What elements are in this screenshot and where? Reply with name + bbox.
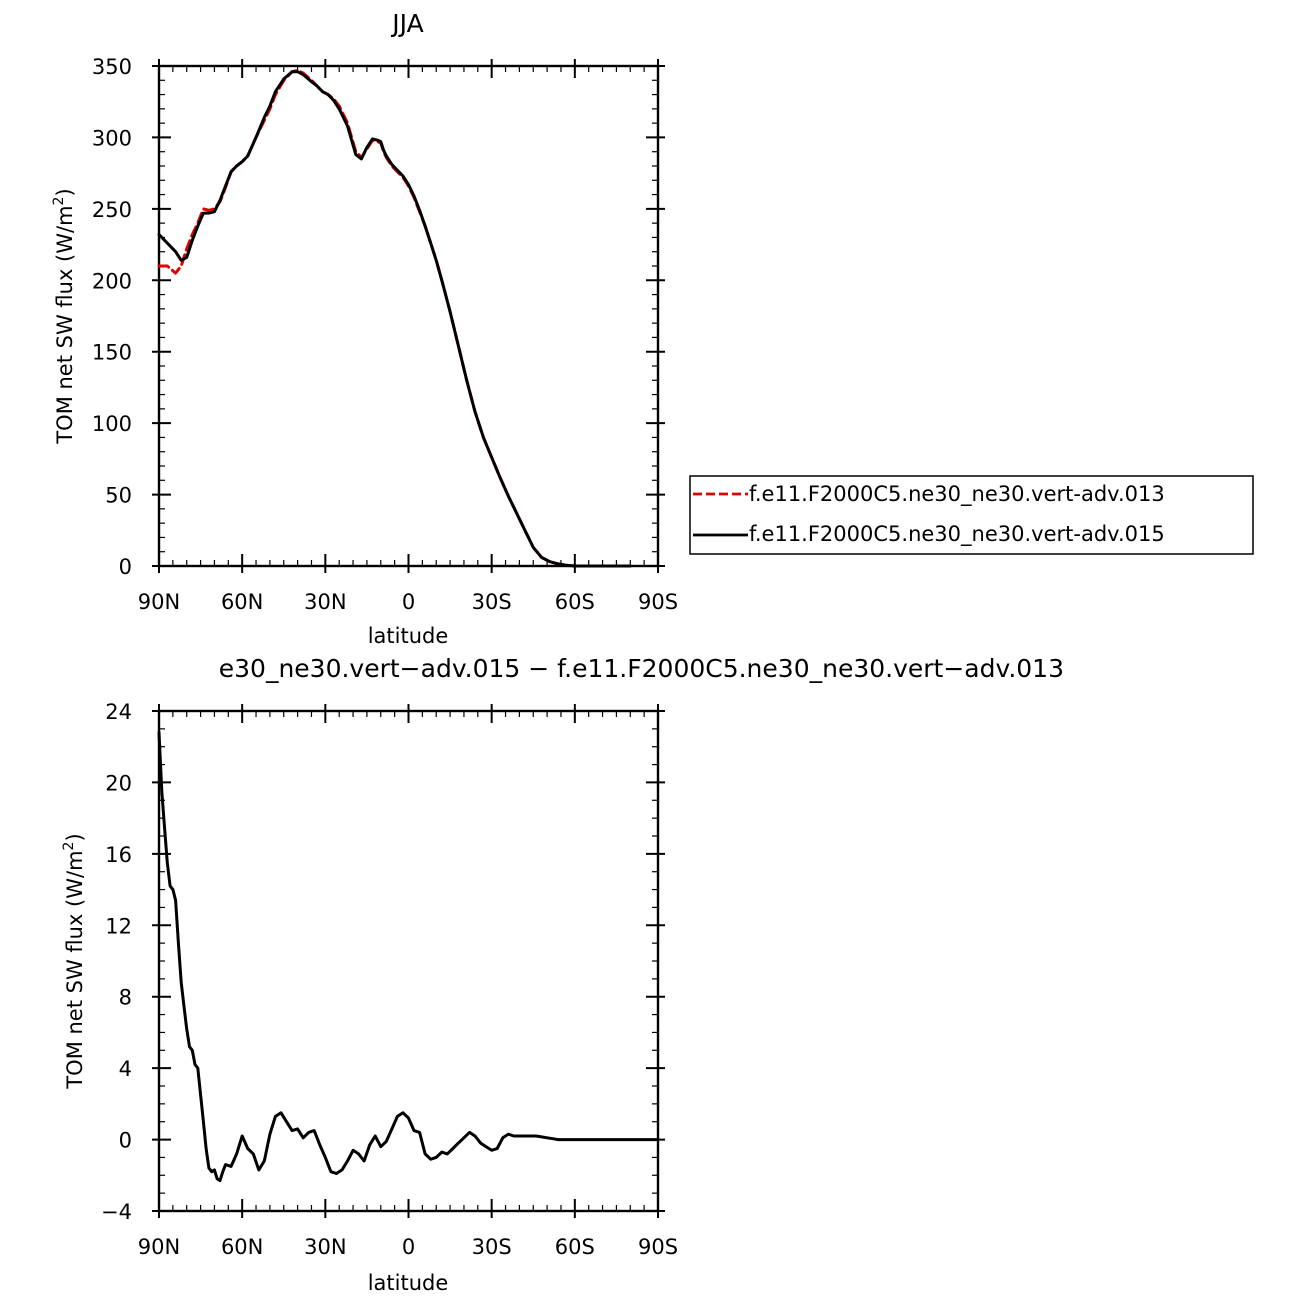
top-chart-title: JJA <box>390 9 423 38</box>
legend-label-013: f.e11.F2000C5.ne30_ne30.vert-adv.013 <box>749 482 1165 507</box>
top-y-axis-label: TOM net SW flux (W/m2) <box>51 188 77 444</box>
bottom-x-axis-label: latitude <box>368 1271 449 1295</box>
top-plot-area: 90N 60N 30N 0 30S 60S 90S 0 50 100 150 200 250 300 350 <box>92 55 678 614</box>
bottom-y-tick-label: 16 <box>105 843 132 867</box>
top-y-tick-label: 300 <box>92 126 132 150</box>
top-x-tick-label: 30S <box>472 590 512 614</box>
bottom-x-tick-label: 30N <box>304 1235 346 1259</box>
bottom-y-tick-label: 12 <box>105 914 132 938</box>
top-y-tick-label: 100 <box>92 412 132 436</box>
top-y-tick-label: 0 <box>119 555 132 579</box>
legend: f.e11.F2000C5.ne30_ne30.vert-adv.013 f.e… <box>689 475 1254 555</box>
bottom-y-tick-label: 20 <box>105 771 132 795</box>
top-plot-frame <box>157 64 660 568</box>
top-chart: JJA 90N 60N 30N 0 30S 60S 90S 0 50 100 150 200 250 30… <box>51 9 1254 648</box>
bottom-x-tick-label: 0 <box>402 1235 415 1259</box>
legend-box <box>689 475 1254 555</box>
bottom-y-tick-label: 0 <box>119 1129 132 1153</box>
top-x-tick-label: 0 <box>402 590 415 614</box>
top-y-tick-label: 50 <box>105 484 132 508</box>
bottom-y-axis-label-close: ) <box>63 833 87 841</box>
top-y-axis-label-main: TOM net SW flux (W/m <box>53 205 77 444</box>
bottom-plot-area: 90N 60N 30N 0 30S 60S 90S −4 0 4 8 12 16 20 24 <box>101 700 678 1259</box>
bottom-x-tick-label: 90S <box>638 1235 678 1259</box>
bottom-plot-frame <box>157 709 660 1213</box>
bottom-x-tick-label: 30S <box>472 1235 512 1259</box>
top-y-tick-label: 150 <box>92 341 132 365</box>
bottom-y-tick-label: 24 <box>105 700 132 724</box>
top-y-axis-label-close: ) <box>53 188 77 196</box>
bottom-y-axis-label: TOM net SW flux (W/m2) <box>61 833 87 1089</box>
bottom-y-tick-label: −4 <box>101 1200 132 1224</box>
legend-label-015: f.e11.F2000C5.ne30_ne30.vert-adv.015 <box>749 522 1165 547</box>
bottom-x-tick-label: 90N <box>138 1235 180 1259</box>
top-x-tick-label: 30N <box>304 590 346 614</box>
bottom-chart: e30_ne30.vert−adv.015 − f.e11.F2000C5.ne… <box>61 654 1064 1295</box>
top-x-tick-label: 90S <box>638 590 678 614</box>
bottom-y-tick-label: 8 <box>119 986 132 1010</box>
bottom-x-tick-label: 60S <box>555 1235 595 1259</box>
top-y-tick-label: 200 <box>92 269 132 293</box>
bottom-series-line-0 <box>157 730 660 1183</box>
top-series-line-1 <box>157 70 632 568</box>
bottom-x-tick-label: 60N <box>221 1235 263 1259</box>
top-y-tick-label: 250 <box>92 198 132 222</box>
top-x-tick-label: 60S <box>555 590 595 614</box>
bottom-y-tick-label: 4 <box>119 1057 132 1081</box>
bottom-chart-title: e30_ne30.vert−adv.015 − f.e11.F2000C5.ne… <box>219 654 1064 683</box>
top-x-tick-label: 90N <box>138 590 180 614</box>
bottom-y-axis-label-main: TOM net SW flux (W/m <box>63 850 87 1089</box>
top-y-axis-label-sup: 2 <box>51 197 67 206</box>
bottom-y-axis-label-sup: 2 <box>61 842 77 851</box>
top-y-tick-label: 350 <box>92 55 132 79</box>
top-x-axis-label: latitude <box>368 624 449 648</box>
top-x-tick-label: 60N <box>221 590 263 614</box>
top-series-line-0 <box>157 68 632 568</box>
